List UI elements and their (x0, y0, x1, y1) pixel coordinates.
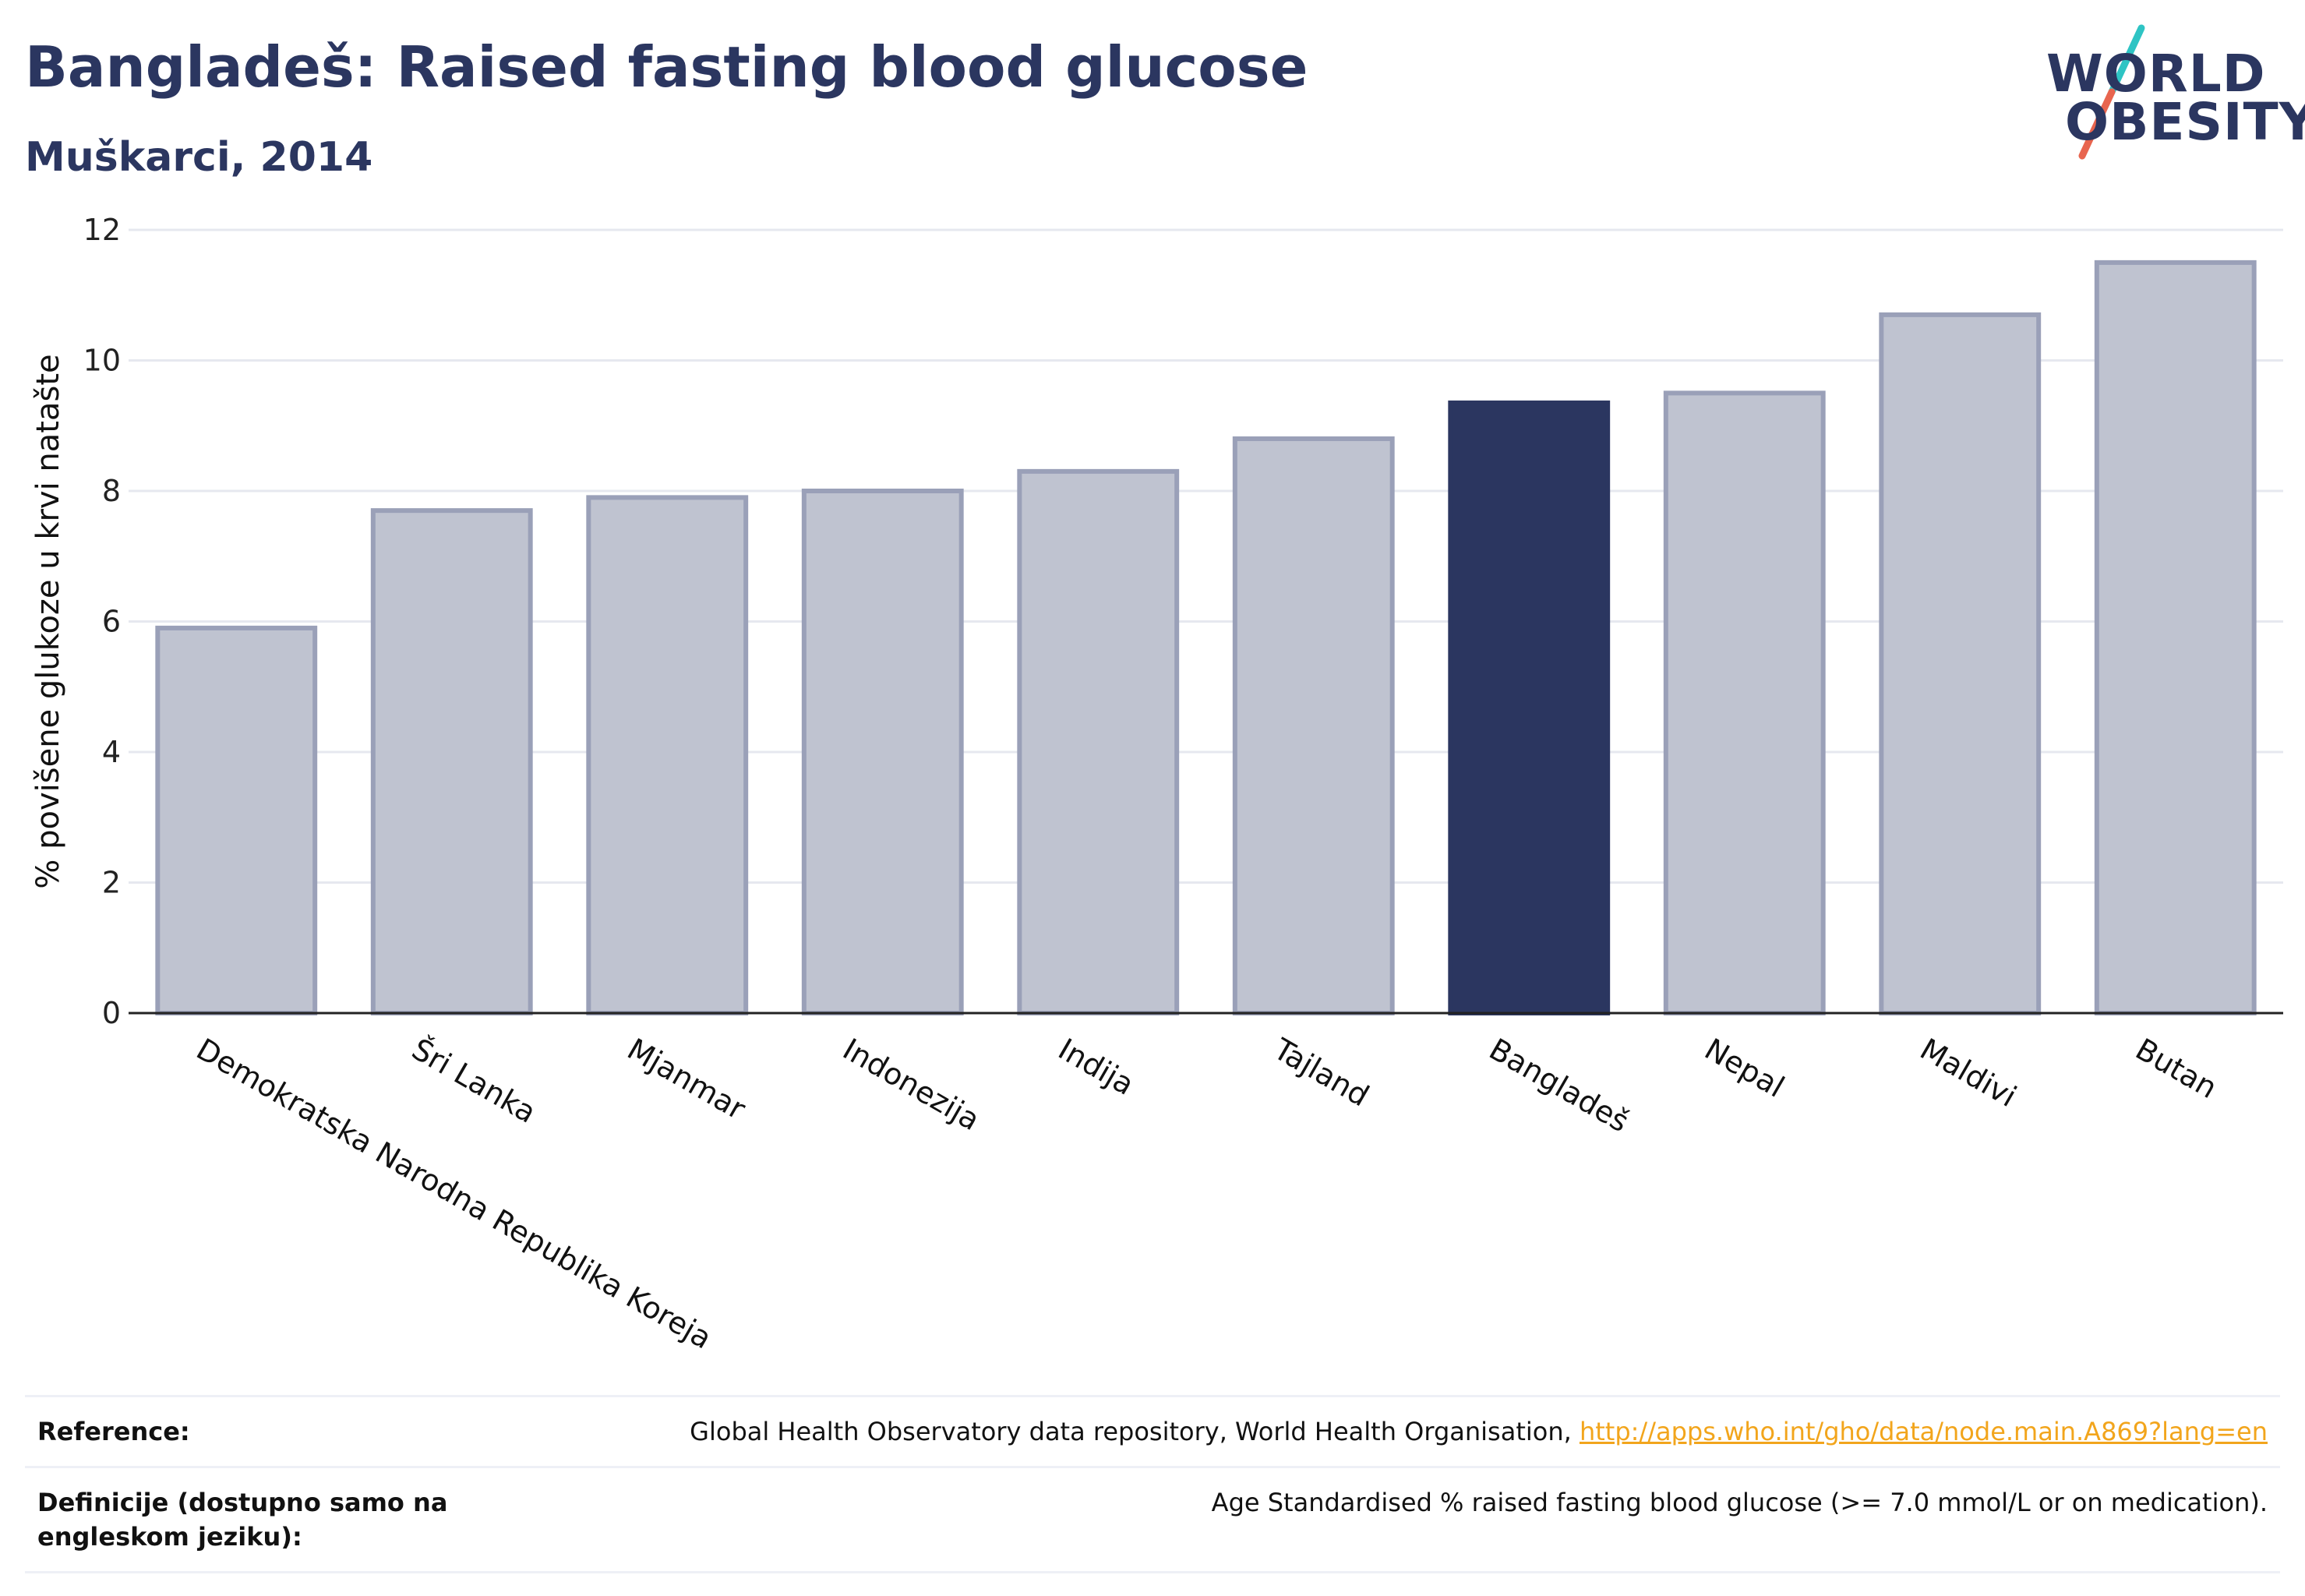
y-tick-label: 12 (83, 213, 121, 247)
x-tick-label: Indonezija (837, 1032, 985, 1137)
y-tick-label: 0 (102, 996, 121, 1030)
y-tick-label: 6 (102, 605, 121, 639)
logo-word-world: WORLD (2046, 44, 2266, 104)
reference-link[interactable]: http://apps.who.int/gho/data/node.main.A… (1579, 1417, 2268, 1446)
logo-slash-icon (2078, 24, 2145, 160)
y-tick-label: 2 (102, 866, 121, 900)
bar (1663, 390, 1826, 1015)
bar (1017, 468, 1180, 1015)
y-tick-label: 10 (83, 344, 121, 378)
bar (370, 508, 533, 1015)
chart-title: Bangladeš: Raised fasting blood glucose (25, 34, 1308, 100)
y-axis-ticks: 0 2 4 6 8 10 12 (83, 213, 121, 1030)
x-tick-label: Bangladeš (1484, 1032, 1635, 1139)
y-tick-label: 8 (102, 474, 121, 508)
reference-label: Reference: (37, 1417, 190, 1446)
bar (801, 489, 964, 1015)
bar (2094, 260, 2257, 1015)
x-tick-label: Maldivi (1915, 1032, 2022, 1114)
bar (1879, 312, 2042, 1015)
bar (586, 495, 749, 1015)
reference-row: Reference: Global Health Observatory dat… (25, 1395, 2280, 1466)
bar (1448, 400, 1611, 1015)
logo-word-obesity: OBESITY (2065, 92, 2305, 152)
x-tick-label: Indija (1053, 1032, 1140, 1102)
world-obesity-logo: WORLD OBESITY (2034, 22, 2305, 162)
x-tick-label: Nepal (1699, 1032, 1790, 1104)
bars (155, 260, 2257, 1015)
y-axis-title: % povišene glukoze u krvi natašte (30, 354, 66, 888)
definition-label: Definicije (dostupno samo na engleskom j… (37, 1488, 448, 1552)
definition-value: Age Standardised % raised fasting blood … (1211, 1488, 2268, 1517)
footer-table: Reference: Global Health Observatory dat… (25, 1395, 2280, 1573)
bar (1232, 436, 1395, 1015)
chart-subtitle: Muškarci, 2014 (25, 134, 373, 181)
x-tick-label: Butan (2130, 1032, 2222, 1105)
x-axis-labels: Demokratska Narodna Republika KorejaŠri … (191, 1031, 2223, 1355)
definition-row: Definicije (dostupno samo na engleskom j… (25, 1466, 2280, 1573)
reference-value: Global Health Observatory data repositor… (690, 1414, 2268, 1449)
y-tick-label: 4 (102, 735, 121, 769)
x-tick-label: Tajland (1267, 1031, 1375, 1113)
x-tick-label: Šri Lanka (406, 1032, 542, 1130)
bar (155, 625, 318, 1015)
reference-text: Global Health Observatory data repositor… (690, 1417, 1580, 1446)
x-tick-label: Mjanmar (622, 1032, 752, 1127)
bar-chart: 0 2 4 6 8 10 12 Demokratska Narodna Republika … (30, 213, 2283, 1356)
